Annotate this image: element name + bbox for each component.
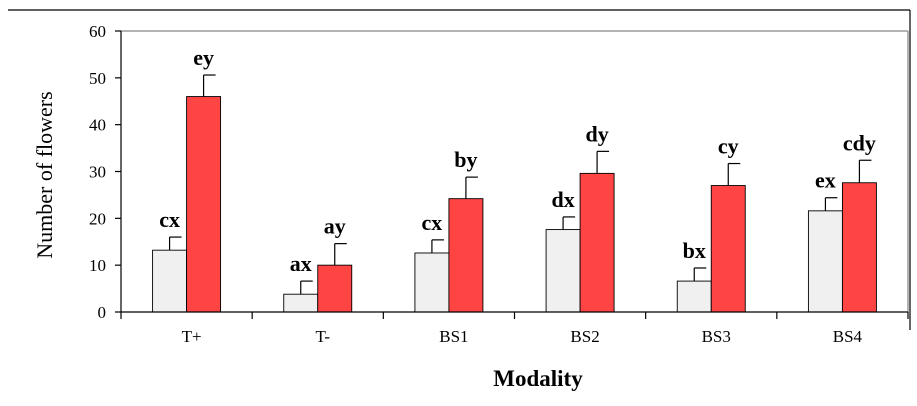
y-axis-title: Number of flowers — [32, 91, 57, 258]
y-tick-label: 20 — [89, 209, 106, 228]
bar-BS4-series2 — [841, 182, 877, 313]
bar-T+-series2 — [186, 96, 222, 313]
significance-label: cy — [718, 134, 739, 159]
significance-label: dy — [585, 121, 608, 146]
significance-label: dx — [551, 187, 574, 212]
significance-label: ex — [815, 168, 836, 193]
y-tick-label: 50 — [89, 69, 106, 88]
y-tick-label: 30 — [89, 163, 106, 182]
significance-label: bx — [683, 238, 706, 263]
significance-label: cdy — [843, 130, 876, 155]
bar-T+-series1 — [152, 249, 188, 313]
y-tick-label: 0 — [98, 303, 107, 322]
significance-label: by — [454, 147, 477, 172]
bar-BS4-series1 — [807, 210, 843, 313]
x-tick-label: BS3 — [702, 327, 731, 346]
bar-T--series2 — [317, 264, 353, 313]
bar-BS3-series1 — [676, 280, 712, 313]
bar-BS3-series2 — [710, 185, 746, 313]
significance-label: ax — [290, 251, 312, 276]
bar-BS2-series1 — [545, 229, 581, 313]
x-tick-label: BS4 — [833, 327, 863, 346]
y-tick-label: 60 — [89, 22, 106, 41]
significance-label: cx — [159, 207, 180, 232]
bar-T--series1 — [283, 293, 319, 313]
significance-label: ay — [324, 214, 346, 239]
y-tick-label: 40 — [89, 116, 106, 135]
significance-label: cx — [422, 210, 443, 235]
x-tick-label: BS1 — [439, 327, 468, 346]
x-tick-label: T- — [316, 327, 331, 346]
y-tick-label: 10 — [89, 256, 106, 275]
x-tick-label: BS2 — [570, 327, 599, 346]
bar-BS2-series2 — [579, 172, 615, 313]
bar-BS1-series1 — [414, 252, 450, 313]
x-tick-label: T+ — [182, 327, 202, 346]
significance-label: ey — [193, 45, 214, 70]
x-axis-title: Modality — [493, 366, 583, 391]
bar-BS1-series2 — [448, 198, 484, 313]
